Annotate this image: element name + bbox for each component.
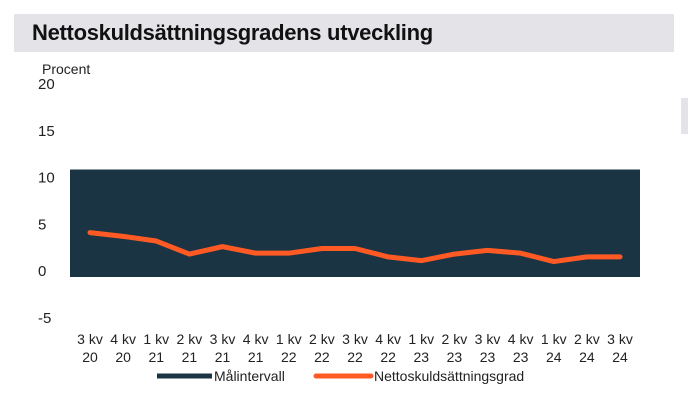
x-tick-label: 1 kv xyxy=(276,331,302,347)
x-tick-label: 2 kv xyxy=(309,331,335,347)
y-axis-label: Procent xyxy=(42,61,90,77)
x-tick-label: 4 kv xyxy=(508,331,534,347)
x-tick-label: 24 xyxy=(612,349,628,365)
x-tick-label: 1 kv xyxy=(408,331,434,347)
x-tick-label: 23 xyxy=(447,349,463,365)
legend-series-label: Nettoskuldsättningsgrad xyxy=(374,368,524,384)
x-tick-label: 22 xyxy=(314,349,330,365)
y-tick-label: 0 xyxy=(38,263,46,280)
y-tick-label: 5 xyxy=(38,216,46,233)
x-tick-label: 1 kv xyxy=(143,331,169,347)
y-tick-label: 15 xyxy=(38,123,55,140)
x-tick-label: 2 kv xyxy=(442,331,468,347)
x-tick-label: 24 xyxy=(579,349,595,365)
x-tick-label: 22 xyxy=(281,349,297,365)
x-tick-label: 3 kv xyxy=(475,331,501,347)
chart-title-bar: Nettoskuldsättningsgradens utveckling xyxy=(14,14,674,52)
x-tick-label: 4 kv xyxy=(375,331,401,347)
x-tick-label: 3 kv xyxy=(210,331,236,347)
x-tick-label: 4 kv xyxy=(243,331,269,347)
chart-title: Nettoskuldsättningsgradens utveckling xyxy=(32,20,433,45)
x-tick-label: 20 xyxy=(115,349,131,365)
y-tick-label: 10 xyxy=(38,170,55,187)
y-tick-label: 20 xyxy=(38,76,55,93)
x-tick-label: 22 xyxy=(380,349,396,365)
x-tick-label: 23 xyxy=(413,349,429,365)
x-tick-label: 1 kv xyxy=(541,331,567,347)
y-tick-label: -5 xyxy=(38,310,51,327)
x-tick-label: 24 xyxy=(546,349,562,365)
scrollbar[interactable] xyxy=(681,98,688,134)
x-tick-label: 4 kv xyxy=(110,331,136,347)
x-tick-label: 3 kv xyxy=(607,331,633,347)
x-tick-label: 21 xyxy=(148,349,164,365)
legend-target-label: Målintervall xyxy=(214,368,285,384)
x-tick-label: 2 kv xyxy=(574,331,600,347)
x-tick-label: 20 xyxy=(82,349,98,365)
x-tick-label: 21 xyxy=(182,349,198,365)
x-tick-label: 21 xyxy=(215,349,231,365)
x-tick-label: 3 kv xyxy=(77,331,103,347)
x-tick-label: 2 kv xyxy=(177,331,203,347)
x-tick-label: 23 xyxy=(513,349,529,365)
x-tick-label: 3 kv xyxy=(342,331,368,347)
x-tick-label: 22 xyxy=(347,349,363,365)
x-tick-label: 23 xyxy=(480,349,496,365)
x-tick-label: 21 xyxy=(248,349,264,365)
